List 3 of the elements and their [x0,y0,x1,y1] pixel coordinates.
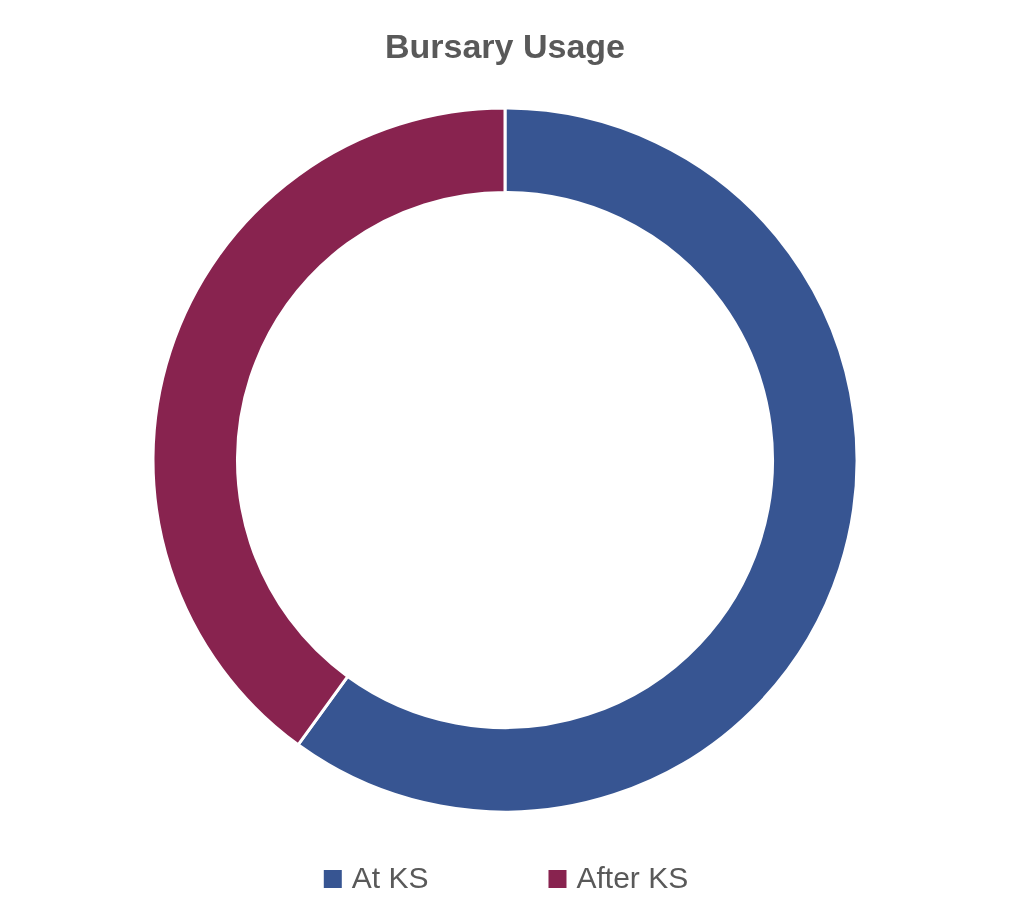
chart-title: Bursary Usage [384,27,626,65]
legend-label: At KS [351,861,429,894]
legend-label: After KS [576,861,689,894]
